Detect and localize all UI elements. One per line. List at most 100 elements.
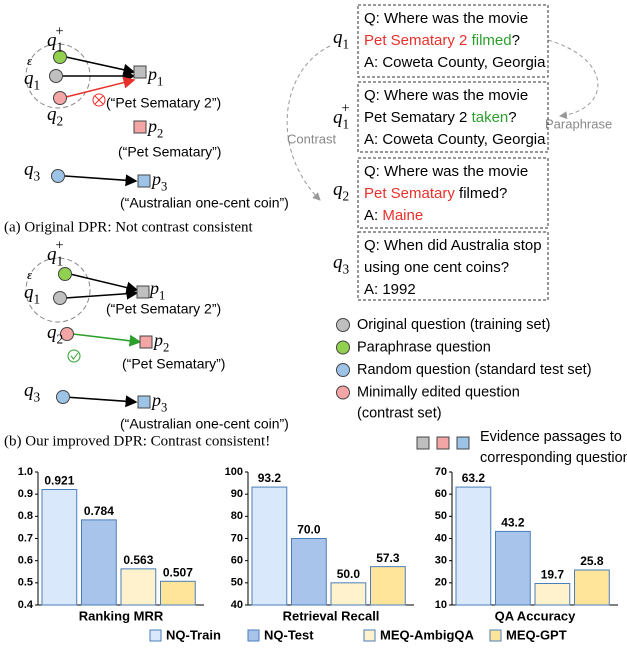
label-base: q [24,68,34,89]
text-segment: A: Coweta County, Georgia [364,54,546,71]
value-label: 0.563 [123,553,153,567]
arrow [64,287,139,300]
passage-square [133,120,147,134]
legend-square [436,436,450,450]
label-base: q [24,380,34,401]
label-base: p [146,116,157,136]
y-tick-label: 10 [435,599,447,611]
passage-square [133,65,147,79]
legend-text: (contrast set) [357,405,442,421]
passage-caption: (“Pet Sematary 2”) [106,301,221,317]
example-line: Q: When did Australia stop [364,237,542,254]
y-tick-label: 50 [231,577,243,589]
label-sub: 3 [343,262,350,277]
label-base: q [24,282,34,303]
text-segment: A: 1992 [364,281,416,298]
value-label: 63.2 [462,471,486,485]
x-axis-label: Ranking MRR [79,608,164,623]
legend-name: MEQ-AmbigQA [380,627,474,642]
math-label: q1+ [333,101,350,132]
passage-square [139,335,153,349]
legend-swatch [489,629,502,642]
question-dot [53,91,67,105]
y-tick-label: 0.9 [18,488,33,500]
label-sup: + [342,101,350,117]
label-sub: 1 [34,292,41,307]
legend-swatch [149,629,162,642]
math-label: p3 [150,390,167,414]
text-segment: Q: Where was the movie [364,163,528,180]
math-label: p3 [150,169,167,193]
contrast-label: Contrast [287,131,337,146]
text-segment: taken [472,109,509,126]
label-sub: 3 [161,400,167,414]
correct-mark [70,352,79,360]
y-tick-label: 1.0 [18,466,33,478]
y-tick-label: 70 [435,466,447,478]
bar [81,519,117,606]
passage-square [137,174,151,188]
label-base: p [150,390,161,410]
label-sub: 1 [343,37,350,52]
bar [291,538,327,606]
label-base: p [150,169,161,189]
paraphrase-arrow [547,39,599,120]
math-label: q2 [333,179,349,203]
math-label: q2 [47,322,63,346]
paraphrase-label: Paraphrase [545,116,612,131]
value-label: 0.921 [44,474,74,488]
x-axis-label: QA Accuracy [495,608,576,623]
epsilon-ball [25,257,91,323]
math-label: q3 [333,252,350,276]
passage-caption: (“Pet Sematary”) [118,144,221,160]
example-line: Q: Where was the movie [364,87,528,104]
arrow [69,273,139,294]
label-base: q [47,322,57,343]
math-label: q2 [47,104,63,128]
legend-dot [336,385,350,400]
legend-text: Random question (standard test set) [357,362,592,378]
arrow [72,333,142,347]
math-label: p1 [148,278,165,302]
bar [330,582,367,606]
y-tick-label: 60 [231,555,243,567]
legend-swatch [363,629,376,642]
text-segment: Q: When did Australia stop [364,237,542,254]
legend-text: Evidence passages to [480,429,622,445]
label-sub: 2 [57,332,64,347]
label-sub: 1 [57,254,64,269]
legend-dot [336,340,350,355]
legend-text: corresponding questions [480,450,627,466]
y-tick-label: 0.4 [18,599,34,611]
value-label: 50.0 [337,567,361,581]
question-dot [51,169,65,183]
label-sub: 2 [57,114,64,129]
label-sub: 1 [159,288,165,302]
passage-caption: (“Australian one-cent coin”) [120,195,289,211]
label-base: q [47,244,57,265]
math-label: q1 [24,282,40,306]
legend-name: NQ-Train [166,627,221,642]
math-label: q1+ [47,24,64,55]
value-label: 0.784 [84,504,114,518]
bar [455,486,492,606]
label-base: q [333,27,343,48]
math-label: p2 [146,116,163,140]
y-tick-label: 70 [231,532,243,544]
math-label: p2 [152,330,169,354]
value-label: 19.7 [541,568,565,582]
label-base: q [24,159,34,180]
text-segment: Q: Where was the movie [364,10,528,27]
label-base: q [333,107,343,128]
value-label: 93.2 [258,471,282,485]
y-tick-label: 40 [435,532,447,544]
text-segment: Pet Sematary 2 [364,109,472,126]
label-base: p [148,278,159,298]
example-line: Pet Sematary 2 filmed? [364,32,520,49]
text-segment: Pet Sematary [364,185,455,202]
epsilon: ε [27,53,33,68]
legend-text: Minimally edited question [357,384,520,400]
label-sub: 1 [57,40,64,55]
y-tick-label: 90 [231,488,243,500]
bar [495,530,531,606]
